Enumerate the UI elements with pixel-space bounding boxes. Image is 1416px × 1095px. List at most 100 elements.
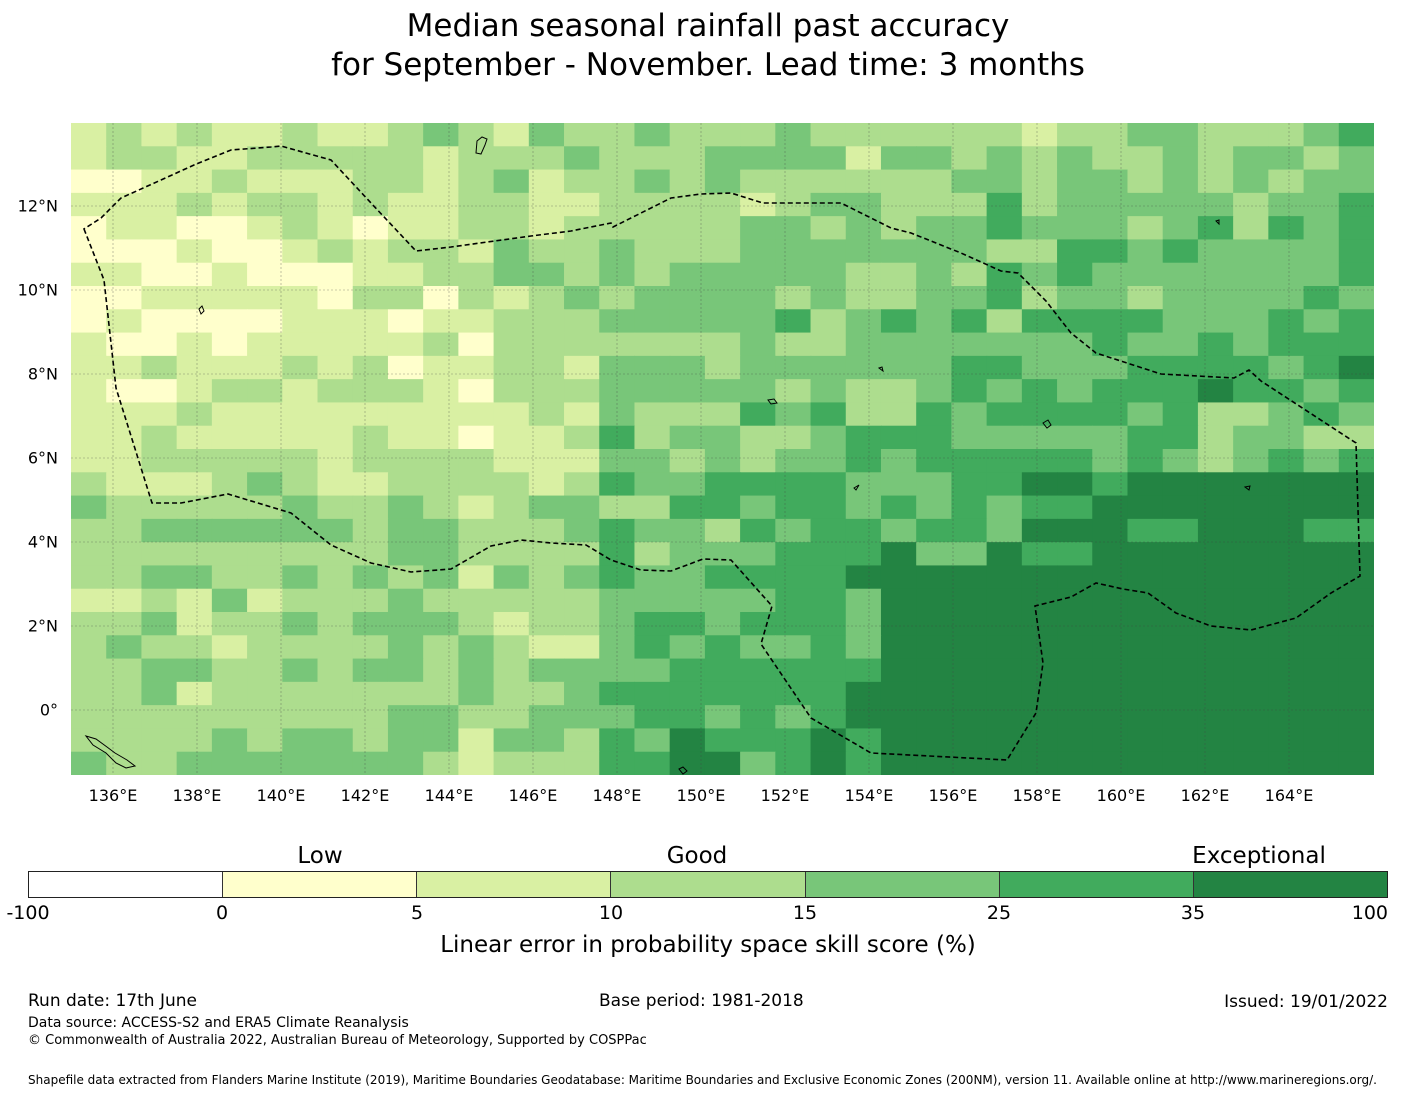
skill-cell xyxy=(1268,239,1305,264)
skill-cell xyxy=(387,332,424,357)
skill-cell xyxy=(247,449,283,473)
skill-cell xyxy=(1197,123,1234,147)
skill-cell xyxy=(352,705,389,730)
skill-cell xyxy=(282,146,319,171)
skill-cell xyxy=(845,332,882,357)
base-period: Base period: 1981-2018 xyxy=(599,991,804,1011)
skill-cell xyxy=(352,355,389,380)
skill-cell xyxy=(317,239,354,264)
skill-cell xyxy=(1092,728,1129,753)
skill-cell xyxy=(1021,728,1058,753)
skill-cell xyxy=(317,402,354,427)
longitude-label: 140°E xyxy=(256,786,306,805)
skill-cell xyxy=(1021,705,1058,730)
skill-cell xyxy=(986,262,1023,287)
skill-cell xyxy=(352,402,389,427)
skill-cell xyxy=(106,518,143,543)
skill-cell xyxy=(845,425,882,450)
skill-cell xyxy=(352,146,389,171)
skill-cell xyxy=(106,588,143,613)
skill-cell xyxy=(1338,518,1374,543)
skill-cell xyxy=(1197,286,1234,310)
skill-cell xyxy=(1162,751,1199,775)
skill-cell xyxy=(106,705,143,730)
skill-cell xyxy=(176,472,213,497)
skill-cell xyxy=(810,681,847,706)
skill-cell xyxy=(317,728,354,753)
skill-cell xyxy=(1162,262,1199,287)
skill-cell xyxy=(1268,751,1305,775)
skill-cell xyxy=(352,286,389,310)
colorbar-tick: 10 xyxy=(598,902,624,924)
skill-cell xyxy=(352,192,389,217)
skill-cell xyxy=(1303,425,1340,450)
skill-cell xyxy=(775,286,812,310)
skill-cell xyxy=(352,449,389,473)
skill-cell xyxy=(1127,286,1164,310)
skill-cell xyxy=(1197,262,1234,287)
skill-cell xyxy=(1092,518,1129,543)
skill-cell xyxy=(634,751,671,775)
skill-cell xyxy=(458,495,495,520)
skill-cell xyxy=(493,309,530,334)
skill-cell xyxy=(740,449,776,473)
skill-cell xyxy=(740,262,776,287)
skill-cell xyxy=(71,612,107,636)
skill-cell xyxy=(951,123,988,147)
skill-cell xyxy=(282,402,319,427)
skill-cell xyxy=(669,635,706,660)
skill-cell xyxy=(669,681,706,706)
skill-cell xyxy=(71,518,107,543)
skill-cell xyxy=(458,402,495,427)
skill-cell xyxy=(1162,309,1199,334)
skill-cell xyxy=(564,192,600,217)
skill-cell xyxy=(106,449,143,473)
skill-cell xyxy=(986,495,1023,520)
skill-cell xyxy=(493,565,530,590)
skill-cell xyxy=(704,402,741,427)
skill-cell xyxy=(740,332,776,357)
skill-cell xyxy=(704,728,741,753)
skill-cell xyxy=(634,169,671,194)
skill-cell xyxy=(211,425,248,450)
skill-cell xyxy=(810,262,847,287)
skill-cell xyxy=(247,588,283,613)
skill-cell xyxy=(106,635,143,660)
skill-cell xyxy=(986,123,1023,147)
skill-cell xyxy=(775,542,812,567)
atoll-1 xyxy=(877,366,884,373)
skill-cell xyxy=(176,612,213,636)
skill-cell xyxy=(704,169,741,194)
skill-cell xyxy=(141,309,178,334)
skill-cell xyxy=(106,146,143,171)
skill-cell xyxy=(669,216,706,241)
skill-cell xyxy=(564,495,600,520)
skill-cell xyxy=(1233,146,1269,171)
skill-cell xyxy=(247,123,283,147)
skill-cell xyxy=(951,262,988,287)
skill-cell xyxy=(1303,542,1340,567)
skill-cell xyxy=(810,146,847,171)
skill-cell xyxy=(1197,192,1234,217)
skill-cell xyxy=(1303,286,1340,310)
skill-cell xyxy=(71,332,107,357)
skill-cell xyxy=(669,542,706,567)
skill-cell xyxy=(71,309,107,334)
skill-cell xyxy=(775,472,812,497)
skill-cell xyxy=(282,216,319,241)
skill-cell xyxy=(317,612,354,636)
longitude-label: 158°E xyxy=(1012,786,1062,805)
skill-cell xyxy=(1197,681,1234,706)
skill-cell xyxy=(880,355,917,380)
skill-cell xyxy=(740,658,776,683)
skill-cell xyxy=(1021,681,1058,706)
skill-cell xyxy=(141,379,178,404)
skill-cell xyxy=(599,309,636,334)
skill-cell xyxy=(845,262,882,287)
latitude-label: 6°N xyxy=(27,448,58,468)
skill-cell xyxy=(951,472,988,497)
skill-cell xyxy=(458,355,495,380)
skill-cell xyxy=(141,635,178,660)
skill-cell xyxy=(1127,262,1164,287)
skill-cell xyxy=(387,705,424,730)
